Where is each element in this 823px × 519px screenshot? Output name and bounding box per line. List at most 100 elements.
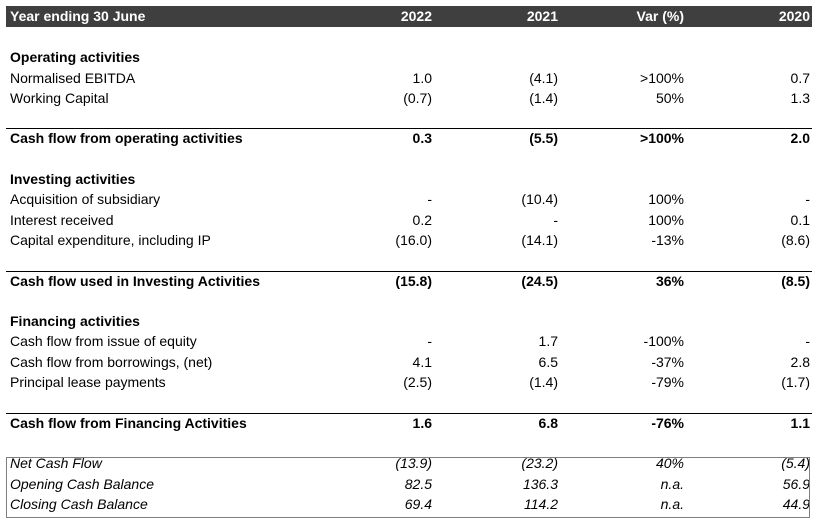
value-2021: -: [553, 211, 558, 228]
table-row: Normalised EBITDA 1.0 (4.1) >100% 0.7: [6, 68, 812, 88]
row-label: Principal lease payments: [10, 374, 166, 391]
value-2022: 69.4: [404, 495, 432, 512]
header-2022: 2022: [400, 8, 432, 24]
spacer: [6, 27, 812, 47]
row-label: Cash flow used in Investing Activities: [10, 272, 260, 289]
header-2020: 2020: [778, 8, 810, 24]
value-2022: -: [427, 333, 432, 350]
summary-row-net-cash-flow: Net Cash Flow (13.9) (23.2) 40% (5.4): [6, 453, 812, 473]
value-2022: (15.8): [395, 272, 432, 289]
value-2020: (1.7): [781, 374, 810, 391]
value-2020: (5.4): [781, 455, 810, 472]
value-2021: (5.5): [529, 130, 558, 147]
value-var: -76%: [651, 414, 684, 431]
value-2020: 44.9: [782, 495, 810, 512]
summary-row-closing-balance: Closing Cash Balance 69.4 114.2 n.a. 44.…: [6, 494, 812, 514]
section-title-investing: Investing activities: [6, 169, 812, 189]
spacer: [6, 433, 812, 453]
table-row: Cash flow from borrowings, (net) 4.1 6.5…: [6, 352, 812, 372]
value-2022: (0.7): [403, 89, 432, 106]
value-2020: -: [805, 333, 810, 350]
value-2021: (1.4): [529, 89, 558, 106]
value-var: >100%: [640, 130, 684, 147]
row-label: Cash flow from operating activities: [10, 130, 243, 147]
value-2021: (23.2): [521, 455, 558, 472]
table-row: Capital expenditure, including IP (16.0)…: [6, 230, 812, 250]
value-2022: (2.5): [403, 374, 432, 391]
row-label: Cash flow from borrowings, (net): [10, 353, 213, 370]
value-var: 100%: [648, 191, 684, 208]
table-row: Cash flow from issue of equity - 1.7 -10…: [6, 331, 812, 351]
value-2020: 0.7: [790, 69, 810, 86]
total-row-financing: Cash flow from Financing Activities 1.6 …: [6, 412, 812, 433]
row-label: Working Capital: [10, 89, 109, 106]
value-2020: 2.8: [790, 353, 810, 370]
spacer: [6, 291, 812, 311]
row-label: Opening Cash Balance: [10, 475, 154, 492]
summary-row-opening-balance: Opening Cash Balance 82.5 136.3 n.a. 56.…: [6, 474, 812, 494]
total-row-investing: Cash flow used in Investing Activities (…: [6, 270, 812, 291]
table-row: Acquisition of subsidiary - (10.4) 100% …: [6, 189, 812, 209]
value-2020: 2.0: [790, 130, 810, 147]
value-2022: 82.5: [404, 475, 432, 492]
value-2022: -: [427, 191, 432, 208]
value-var: 36%: [655, 272, 684, 289]
row-label: Interest received: [10, 211, 114, 228]
value-2022: 1.6: [412, 414, 432, 431]
value-2020: (8.5): [781, 272, 810, 289]
section-title-financing: Financing activities: [6, 311, 812, 331]
value-2022: (13.9): [395, 455, 432, 472]
value-2021: 136.3: [522, 475, 558, 492]
row-label: Acquisition of subsidiary: [10, 191, 161, 208]
value-2021: 6.5: [538, 353, 558, 370]
value-2020: 1.3: [790, 89, 810, 106]
row-label: Normalised EBITDA: [10, 69, 136, 86]
spacer: [6, 108, 812, 128]
value-2021: 114.2: [524, 495, 558, 512]
spacer: [6, 149, 812, 169]
row-label: Cash flow from Financing Activities: [10, 414, 247, 431]
value-2022: 1.0: [412, 69, 432, 86]
spacer: [6, 250, 812, 270]
spacer: [6, 392, 812, 412]
section-title-operating: Operating activities: [6, 47, 812, 67]
table-header: Year ending 30 June 2022 2021 Var (%) 20…: [6, 6, 812, 27]
value-var: 100%: [648, 211, 684, 228]
value-var: -79%: [651, 374, 684, 391]
table-row: Working Capital (0.7) (1.4) 50% 1.3: [6, 88, 812, 108]
value-2021: 1.7: [538, 333, 558, 350]
section-label: Operating activities: [10, 49, 140, 66]
value-2020: 56.9: [782, 475, 810, 492]
value-2022: 0.2: [412, 211, 432, 228]
row-label: Capital expenditure, including IP: [10, 231, 211, 248]
value-2021: (14.1): [521, 231, 558, 248]
value-2021: (1.4): [529, 374, 558, 391]
value-2022: (16.0): [395, 231, 432, 248]
section-label: Investing activities: [10, 171, 136, 188]
row-label: Cash flow from issue of equity: [10, 333, 197, 350]
value-var: 40%: [655, 455, 684, 472]
value-2022: 4.1: [412, 353, 432, 370]
total-row-operating: Cash flow from operating activities 0.3 …: [6, 128, 812, 148]
value-2021: (10.4): [521, 191, 558, 208]
value-2021: 6.8: [538, 414, 558, 431]
cash-flow-table: Year ending 30 June 2022 2021 Var (%) 20…: [6, 6, 812, 518]
value-2022: 0.3: [412, 130, 432, 147]
header-var: Var (%): [636, 8, 684, 24]
header-label: Year ending 30 June: [10, 8, 146, 24]
header-2021: 2021: [526, 8, 558, 24]
value-2020: -: [805, 191, 810, 208]
value-var: -37%: [651, 353, 684, 370]
table-row: Principal lease payments (2.5) (1.4) -79…: [6, 372, 812, 392]
value-var: n.a.: [660, 495, 684, 512]
value-var: n.a.: [660, 475, 684, 492]
row-label: Net Cash Flow: [10, 455, 102, 472]
value-var: >100%: [640, 69, 684, 86]
value-2020: 0.1: [790, 211, 810, 228]
section-label: Financing activities: [10, 313, 140, 330]
value-var: 50%: [655, 89, 684, 106]
value-var: -100%: [643, 333, 684, 350]
table-row: Interest received 0.2 - 100% 0.1: [6, 210, 812, 230]
value-2021: (24.5): [521, 272, 558, 289]
value-2020: 1.1: [790, 414, 810, 431]
